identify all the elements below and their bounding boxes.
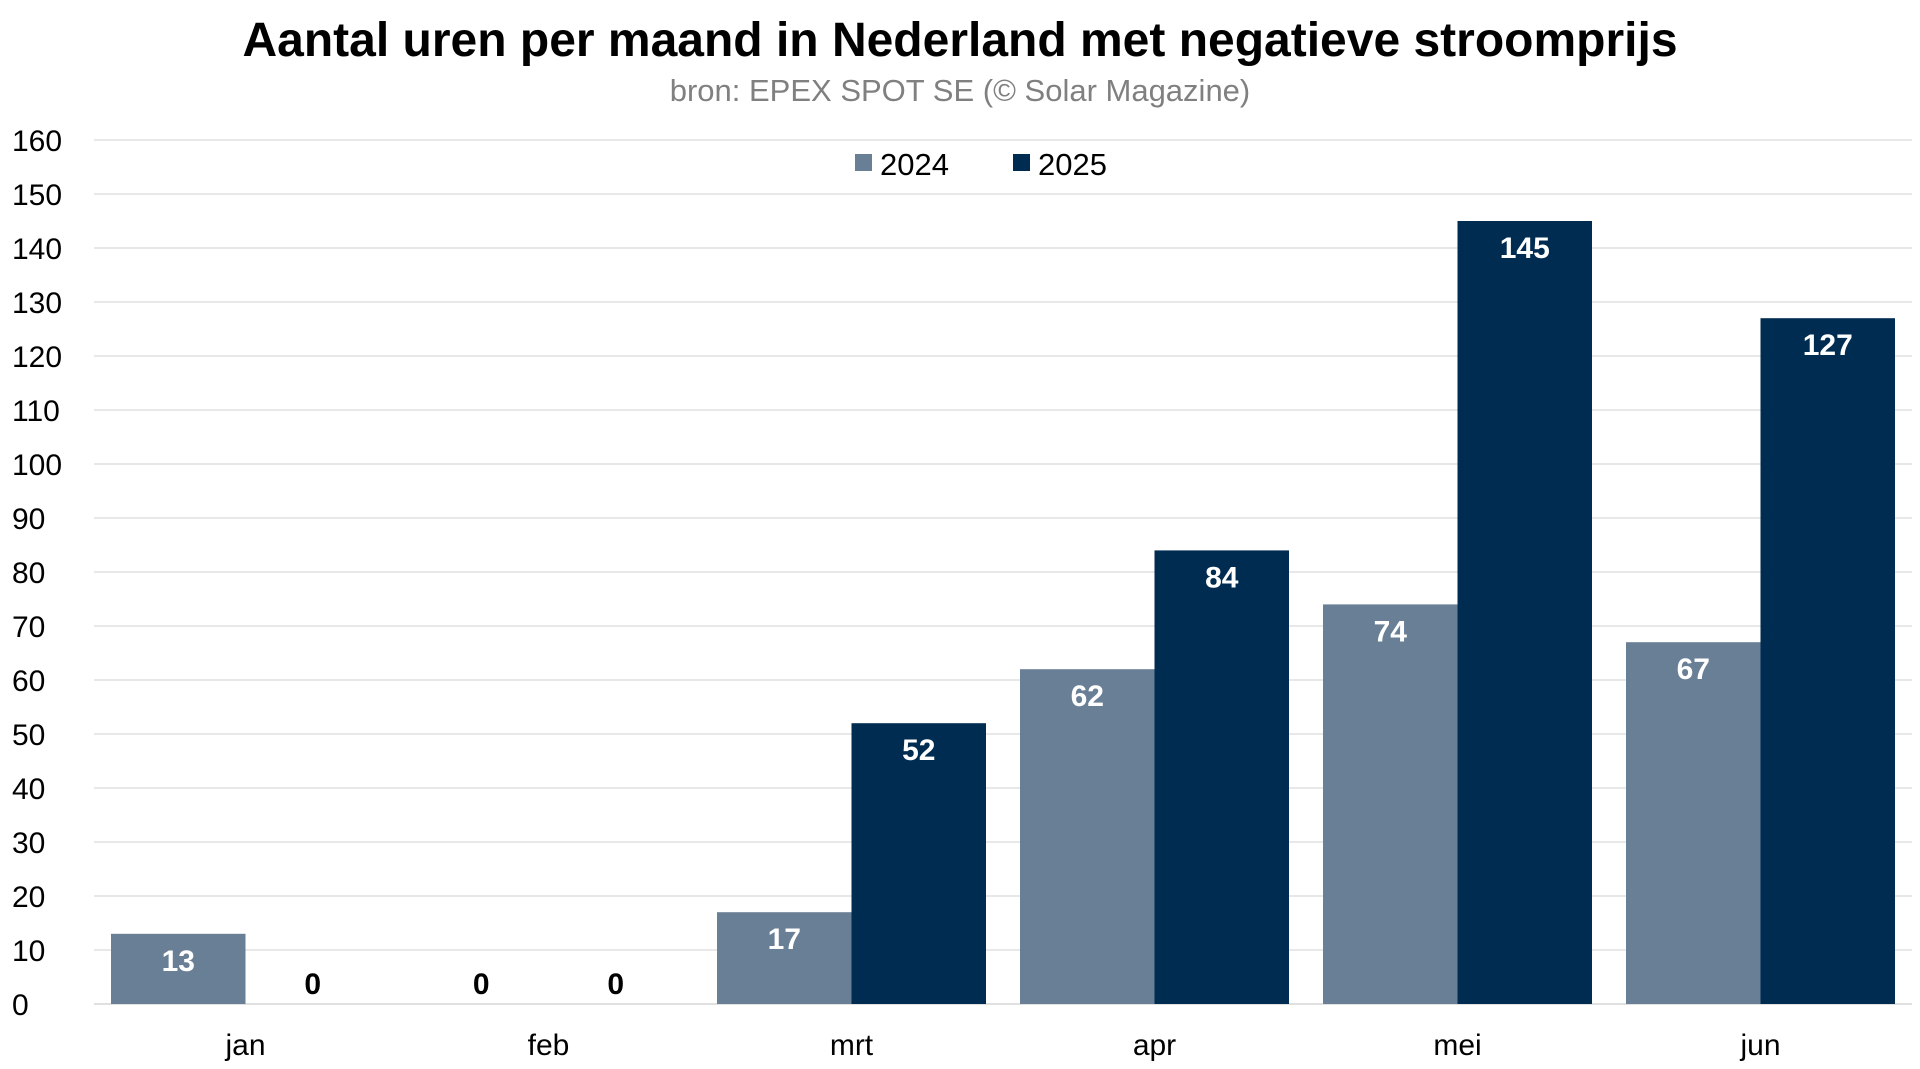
y-tick-label: 100 [12,449,62,482]
legend: 2024 2025 [855,147,1107,182]
bars [111,221,1895,1004]
y-tick-label: 110 [12,395,60,428]
y-tick-label: 30 [12,827,45,860]
y-tick-label: 70 [12,611,45,644]
data-label-2025-mei: 145 [1500,232,1550,265]
y-tick-label: 20 [12,881,45,914]
x-tick-label: mrt [830,1029,874,1062]
y-tick-label: 0 [12,989,29,1022]
bar-2025-jun [1760,318,1895,1004]
x-tick-label: feb [528,1029,570,1062]
data-label-2024-jan: 13 [162,945,195,978]
gridlines [94,139,1912,1005]
y-tick-label: 160 [12,125,62,158]
bar-2025-mei [1457,221,1592,1004]
data-label-2025-mrt: 52 [902,734,935,767]
bar-2024-jun [1626,642,1761,1004]
y-tick-label: 50 [12,719,45,752]
legend-label-2024: 2024 [880,147,949,182]
x-axis-ticks: jan feb mrt apr mei jun [224,1029,1780,1062]
chart-title: Aantal uren per maand in Nederland met n… [242,14,1677,67]
data-label-2025-jun: 127 [1803,329,1853,362]
bar-2025-mrt [851,723,986,1004]
y-axis-ticks: 0 10 20 30 40 50 60 70 80 90 100 110 120 130 140 150 160 [12,125,62,1022]
bar-2024-mei [1323,604,1458,1004]
legend-swatch-2024 [855,154,872,171]
y-tick-label: 140 [12,233,62,266]
x-tick-label: jun [1739,1029,1780,1062]
y-tick-label: 40 [12,773,45,806]
bar-2024-apr [1020,669,1155,1004]
data-labels: 13 0 0 0 17 52 62 84 74 145 67 127 [162,232,1853,1001]
bar-2024-jan [111,933,246,1004]
data-label-2024-feb: 0 [473,968,490,1001]
bar-2024-mrt [717,912,852,1004]
y-tick-label: 80 [12,557,45,590]
y-tick-label: 90 [12,503,45,536]
bar-2025-apr [1154,550,1289,1004]
x-tick-label: mei [1433,1029,1481,1062]
y-tick-label: 150 [12,179,62,212]
legend-label-2025: 2025 [1038,147,1107,182]
data-label-2025-jan: 0 [304,968,321,1001]
data-label-2025-apr: 84 [1205,561,1239,594]
data-label-2024-mei: 74 [1374,615,1408,648]
data-label-2025-feb: 0 [607,968,624,1001]
y-tick-label: 130 [12,287,62,320]
x-tick-label: jan [224,1029,265,1062]
y-tick-label: 60 [12,665,45,698]
y-tick-label: 120 [12,341,62,374]
chart-subtitle: bron: EPEX SPOT SE (© Solar Magazine) [670,73,1251,108]
y-tick-label: 10 [12,935,45,968]
legend-swatch-2025 [1013,154,1030,171]
data-label-2024-apr: 62 [1071,680,1104,713]
data-label-2024-mrt: 17 [768,923,801,956]
data-label-2024-jun: 67 [1677,653,1710,686]
x-tick-label: apr [1133,1029,1176,1062]
